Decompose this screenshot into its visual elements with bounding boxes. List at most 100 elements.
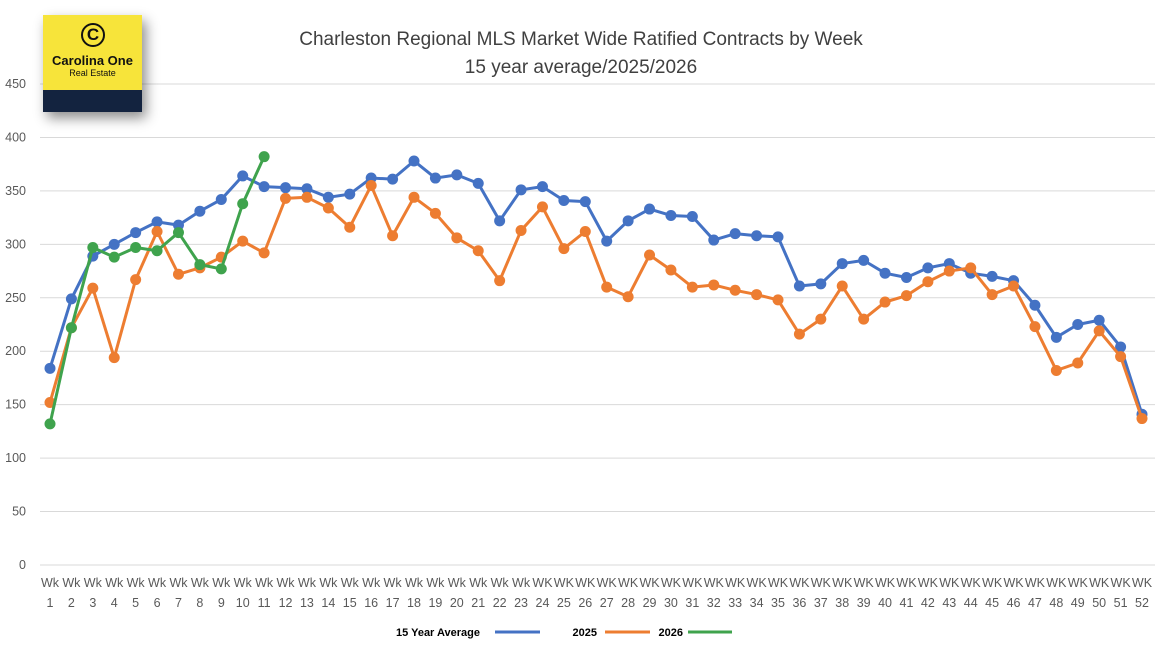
x-tick-label: Wk [298,576,317,590]
x-tick-label: 26 [578,596,592,610]
x-tick-label: Wk [234,576,253,590]
x-tick-label: WK [1089,576,1110,590]
data-point [451,169,463,181]
data-point [986,270,998,282]
data-point [558,243,570,255]
data-point [280,182,292,194]
data-point [922,262,934,274]
y-tick-label: 350 [5,184,26,198]
y-tick-label: 200 [5,344,26,358]
data-point [515,184,527,196]
data-point [151,245,163,257]
x-tick-label: 6 [154,596,161,610]
data-point [494,215,506,227]
data-point [986,289,998,301]
x-tick-label: 28 [621,596,635,610]
data-point [900,271,912,283]
data-point [1136,413,1148,425]
x-tick-label: 51 [1114,596,1128,610]
data-point [44,362,56,374]
data-point [793,328,805,340]
data-point [536,201,548,213]
x-tick-label: 50 [1092,596,1106,610]
y-tick-label: 450 [5,77,26,91]
y-tick-label: 50 [12,505,26,519]
data-point [151,216,163,228]
series-2026 [44,151,270,430]
data-point [644,203,656,215]
data-point [387,230,399,242]
x-tick-label: Wk [469,576,488,590]
x-tick-label: WK [1046,576,1067,590]
chart-subtitle: 15 year average/2025/2026 [465,57,697,78]
x-tick-label: 29 [643,596,657,610]
x-tick-label: WK [896,576,917,590]
x-tick-label: Wk [384,576,403,590]
x-tick-label: 40 [878,596,892,610]
data-point [858,313,870,325]
x-tick-label: 12 [279,596,293,610]
x-tick-label: WK [1132,576,1153,590]
x-tick-label: 7 [175,596,182,610]
data-point [322,191,334,203]
x-tick-label: WK [639,576,660,590]
data-point [130,227,142,239]
data-point [1029,321,1041,333]
data-point [515,224,527,236]
data-point [387,173,399,185]
x-tick-label: 47 [1028,596,1042,610]
x-tick-label: 19 [428,596,442,610]
carolina-one-logo: C Carolina One Real Estate [43,15,142,112]
data-point [686,281,698,293]
data-point [665,209,677,221]
x-tick-label: 22 [493,596,507,610]
x-tick-label: WK [1003,576,1024,590]
x-tick-label: 1 [47,596,54,610]
x-tick-label: 8 [196,596,203,610]
x-tick-label: WK [532,576,553,590]
x-tick-label: 49 [1071,596,1085,610]
data-point [472,245,484,257]
x-tick-label: WK [939,576,960,590]
x-tick-label: WK [789,576,810,590]
data-point [172,227,184,239]
x-tick-label: WK [1068,576,1089,590]
data-point [1115,341,1127,353]
x-tick-label: WK [961,576,982,590]
data-point [44,418,56,430]
x-tick-label: Wk [276,576,295,590]
x-tick-label: WK [575,576,596,590]
x-tick-label: Wk [62,576,81,590]
y-tick-label: 250 [5,291,26,305]
data-point [301,191,313,203]
data-point [408,155,420,167]
x-tick-label: 36 [792,596,806,610]
x-tick-label: 13 [300,596,314,610]
x-tick-label: WK [854,576,875,590]
y-tick-label: 300 [5,237,26,251]
data-point [215,263,227,275]
data-point [151,226,163,238]
x-tick-label: Wk [212,576,231,590]
x-tick-label: 41 [900,596,914,610]
data-point [708,279,720,291]
x-tick-label: Wk [426,576,445,590]
data-point [1072,319,1084,330]
data-point [1050,331,1062,343]
x-tick-label: 2 [68,596,75,610]
x-tick-label: 43 [942,596,956,610]
data-point [472,177,484,189]
x-tick-label: 23 [514,596,528,610]
x-tick-label: WK [1025,576,1046,590]
x-tick-label: WK [725,576,746,590]
x-tick-label: 33 [728,596,742,610]
logo-band [43,90,142,112]
x-tick-label: 44 [964,596,978,610]
x-tick-label: WK [918,576,939,590]
data-point [943,265,955,277]
data-point [237,170,249,182]
data-point [1008,280,1020,292]
data-point [729,284,741,296]
x-tick-label: WK [618,576,639,590]
